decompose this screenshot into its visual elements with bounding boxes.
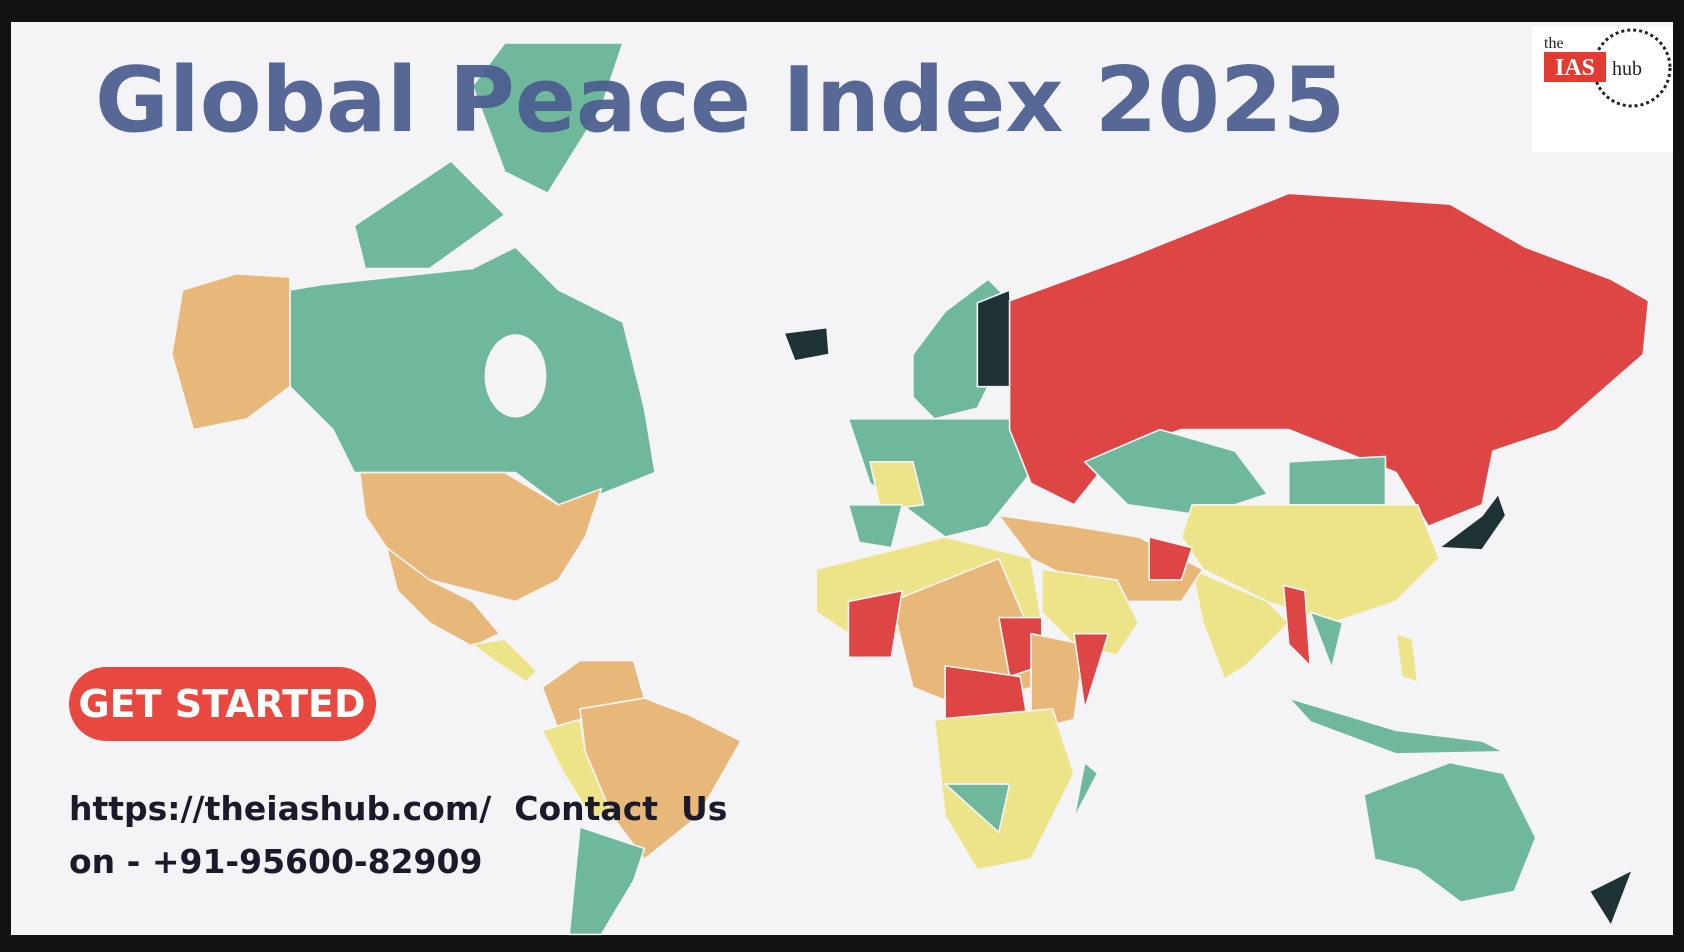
andes: [541, 718, 614, 818]
contact-line: https://theiashub.com/ Contact Us: [69, 789, 727, 828]
contact-line: on - +91-95600-82909: [69, 842, 482, 881]
logo-ias: IAS: [1555, 55, 1595, 81]
logo: the IAS hub: [1532, 26, 1673, 152]
indochina: [1308, 610, 1344, 671]
button-label[interactable]: GET STARTED: [78, 682, 365, 726]
button-bg: [69, 667, 376, 741]
east-africa: [1030, 632, 1086, 732]
botswana: [943, 783, 1011, 834]
new-zealand: [1588, 868, 1634, 928]
somalia: [1073, 632, 1110, 710]
central-america: [470, 638, 539, 684]
mongolia: [1287, 455, 1387, 506]
philippines: [1395, 632, 1419, 684]
france: [868, 461, 925, 512]
greenland: [471, 42, 625, 195]
hudson-bay: [484, 334, 547, 418]
afghanistan: [1148, 535, 1194, 581]
india: [1191, 567, 1290, 680]
myanmar: [1282, 584, 1312, 668]
russia: [1008, 192, 1650, 528]
indonesia: [1286, 696, 1504, 755]
mali: [847, 589, 904, 659]
madagascar: [1073, 761, 1099, 819]
logo-wheel: [1592, 28, 1672, 108]
alaska: [171, 273, 291, 431]
china: [1180, 503, 1441, 624]
get-started-button[interactable]: GET STARTED: [69, 667, 376, 741]
logo-hub: hub: [1612, 58, 1642, 80]
world-map: [171, 42, 1650, 936]
logo-box: [1532, 26, 1673, 152]
logo-ias-bg: [1544, 52, 1606, 82]
japan: [1436, 492, 1507, 551]
australia: [1363, 761, 1537, 904]
mexico: [385, 545, 501, 648]
iceland: [782, 326, 830, 362]
logo-the: the: [1544, 35, 1564, 52]
title: Global Peace Index 2025: [95, 48, 1345, 153]
iberia: [847, 503, 904, 549]
usa: [358, 471, 603, 603]
southern-cone: [568, 825, 646, 936]
kazakhstan: [1083, 428, 1269, 517]
arabia: [1040, 568, 1140, 657]
canada: [289, 246, 657, 506]
arctic-islands: [353, 160, 507, 270]
